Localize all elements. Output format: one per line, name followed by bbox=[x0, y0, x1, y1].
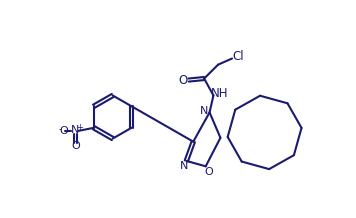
Text: O: O bbox=[71, 141, 80, 151]
Text: Cl: Cl bbox=[232, 50, 244, 63]
Text: O: O bbox=[59, 126, 68, 136]
Text: N: N bbox=[180, 161, 188, 171]
Text: O: O bbox=[179, 73, 188, 87]
Text: +: + bbox=[76, 123, 83, 132]
Text: N: N bbox=[71, 125, 79, 135]
Text: NH: NH bbox=[211, 87, 229, 100]
Text: N: N bbox=[200, 106, 208, 116]
Text: O: O bbox=[204, 167, 213, 177]
Text: -: - bbox=[58, 125, 62, 134]
